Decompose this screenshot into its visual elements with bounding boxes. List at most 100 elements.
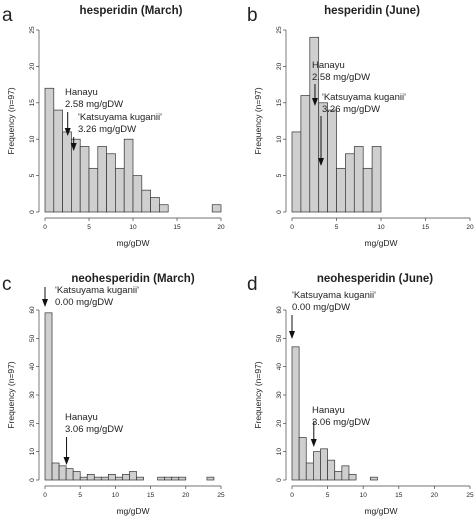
- annotation-value: 3.26 mg/gDW: [322, 104, 380, 115]
- y-axis-label: Frequency (n=97): [253, 87, 263, 154]
- histogram-bar: [93, 476, 102, 481]
- annotation-label: 'Katsuyama kuganii': [292, 290, 376, 301]
- panel-title: neohesperidin (June): [317, 273, 433, 285]
- x-axis-label: mg/gDW: [116, 506, 149, 516]
- histogram-bar: [327, 459, 336, 481]
- y-tick-label: 10: [29, 448, 36, 456]
- y-tick-label: 30: [276, 391, 283, 399]
- histogram-bar: [115, 167, 125, 213]
- x-tick-label: 20: [217, 224, 225, 231]
- y-tick-label: 10: [29, 135, 36, 143]
- y-axis-label: Frequency (n=97): [6, 361, 16, 428]
- histogram-bar: [79, 146, 90, 213]
- y-tick-label: 20: [29, 62, 36, 70]
- x-axis-label: mg/gDW: [116, 238, 149, 248]
- x-axis-label: mg/gDW: [364, 506, 397, 516]
- histogram-bar: [178, 476, 187, 481]
- x-tick-label: 20: [182, 492, 190, 499]
- histogram-bar: [369, 476, 378, 481]
- histogram-bar: [164, 476, 173, 481]
- panel-letter: d: [247, 274, 258, 295]
- histogram-bar: [211, 204, 222, 213]
- panel-title: hesperidin (June): [324, 5, 420, 17]
- y-tick-label: 20: [29, 419, 36, 427]
- histogram-bar: [62, 131, 72, 213]
- annotation-value: 0.00 mg/gDW: [292, 302, 350, 313]
- histogram-bar: [136, 476, 144, 481]
- annotation-arrowhead: [64, 128, 71, 136]
- y-axis-label: Frequency (n=97): [253, 361, 263, 428]
- annotation-arrowhead: [310, 439, 317, 447]
- y-tick-label: 5: [29, 173, 36, 177]
- histogram-bar: [115, 476, 123, 481]
- annotation-label: 'Katsuyama kuganii': [78, 112, 162, 123]
- annotation-arrowhead: [311, 98, 318, 106]
- histogram-bar: [44, 87, 55, 213]
- annotation-value: 0.00 mg/gDW: [55, 297, 113, 308]
- histogram-bar: [298, 437, 307, 481]
- y-tick-label: 30: [29, 391, 36, 399]
- x-tick-label: 10: [112, 492, 120, 499]
- histogram-bar: [44, 312, 53, 481]
- annotation-label: Hanayu: [65, 87, 98, 98]
- panel-letter: a: [2, 5, 13, 26]
- histogram-bar: [345, 153, 355, 213]
- y-tick-label: 10: [276, 448, 283, 456]
- histogram-bar: [313, 451, 321, 481]
- histogram-bar: [291, 131, 302, 213]
- y-tick-label: 60: [29, 306, 36, 314]
- histogram-bar: [88, 167, 99, 213]
- panel-a-hesperidin-march: a hesperidin (March) 0 5 10 15 20 0 5 10 15 20 25 mg/…: [2, 5, 225, 248]
- annotation-label: 'Katsuyama kuganii': [55, 285, 139, 296]
- x-tick-label: 15: [173, 224, 181, 231]
- annotation-arrowhead: [70, 143, 77, 151]
- annotation-arrowhead: [289, 331, 295, 339]
- x-tick-label: 25: [466, 492, 474, 499]
- histogram-bar: [336, 167, 346, 213]
- histogram-bar: [97, 146, 107, 213]
- annotation-label: Hanayu: [65, 412, 98, 423]
- panel-letter: b: [247, 5, 258, 26]
- histogram-bar: [371, 146, 382, 213]
- y-tick-label: 5: [276, 173, 283, 177]
- y-tick-label: 15: [276, 99, 283, 107]
- histogram-bar: [300, 95, 311, 213]
- histogram-bar: [141, 189, 151, 213]
- annotation-arrowhead: [63, 457, 70, 465]
- y-tick-label: 50: [276, 334, 283, 342]
- histogram-bar: [353, 146, 364, 213]
- x-tick-label: 5: [326, 492, 330, 499]
- x-tick-label: 0: [290, 492, 294, 499]
- histogram-bar: [318, 102, 328, 213]
- histogram-bar: [362, 167, 373, 213]
- x-tick-label: 10: [360, 492, 368, 499]
- histogram-bar: [72, 471, 81, 481]
- annotation-label: 'Katsuyama kuganii': [322, 92, 406, 103]
- y-tick-label: 15: [29, 99, 36, 107]
- y-tick-label: 60: [276, 306, 283, 314]
- histogram-bar: [159, 204, 169, 213]
- y-tick-label: 40: [276, 363, 283, 371]
- panel-title: neohesperidin (March): [71, 273, 194, 285]
- x-tick-label: 0: [43, 492, 47, 499]
- panel-c-neohesperidin-march: c neohesperidin (March) 0 5 10 15 20 25 0 10 20 30 4…: [2, 273, 225, 516]
- histogram-bar: [327, 109, 337, 213]
- x-tick-label: 15: [147, 492, 155, 499]
- y-tick-label: 20: [276, 62, 283, 70]
- histogram-bar: [348, 473, 357, 481]
- annotation-value: 3.06 mg/gDW: [312, 417, 370, 428]
- x-tick-label: 10: [129, 224, 137, 231]
- x-tick-label: 20: [466, 224, 474, 231]
- x-tick-label: 5: [335, 224, 339, 231]
- histogram-bar: [171, 476, 180, 481]
- annotation-arrowhead: [42, 299, 48, 307]
- histogram-bar: [206, 476, 215, 481]
- histogram-bar: [53, 109, 63, 213]
- y-tick-label: 10: [276, 135, 283, 143]
- annotation-value: 2.58 mg/gDW: [312, 72, 370, 83]
- annotation-arrowhead: [318, 158, 325, 166]
- annotation-value: 3.06 mg/gDW: [65, 424, 123, 435]
- histogram-bar: [65, 468, 74, 481]
- x-tick-label: 0: [43, 224, 47, 231]
- y-tick-label: 20: [276, 419, 283, 427]
